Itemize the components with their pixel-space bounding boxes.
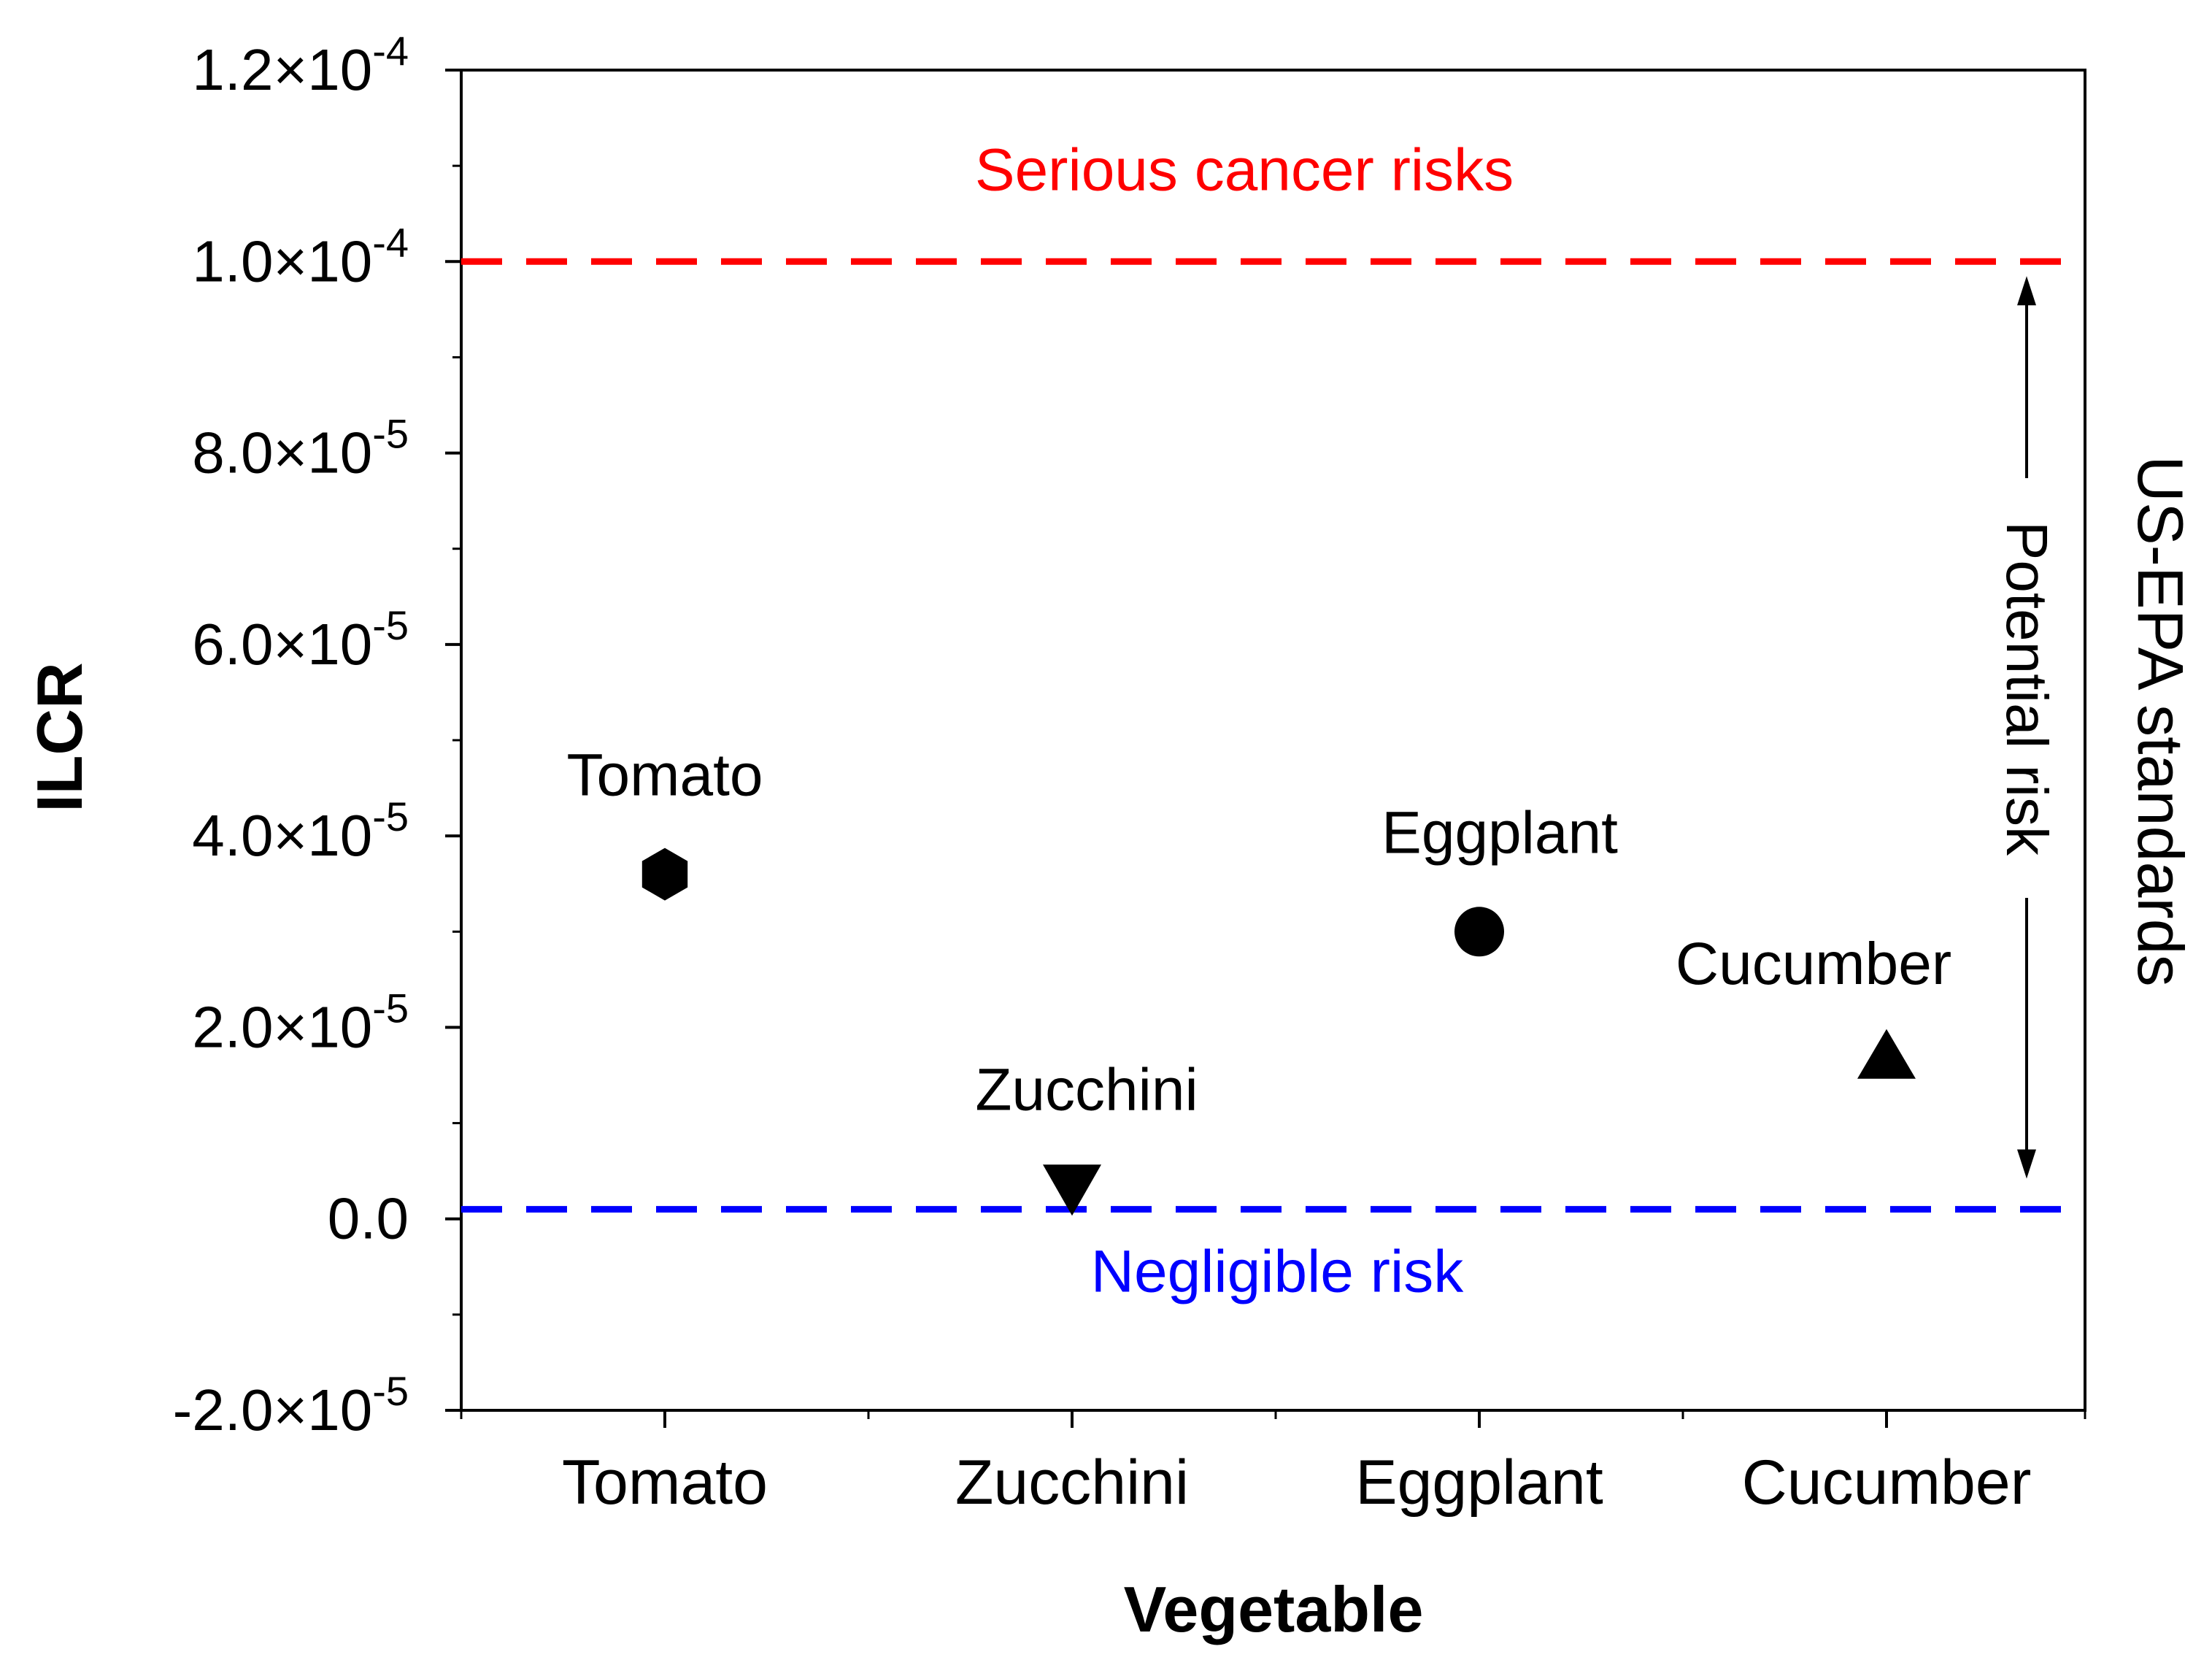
y-tick-label: 6.0×10-5: [192, 602, 409, 677]
data-label-zucchini: Zucchini: [975, 1056, 1198, 1123]
y-axis: -2.0×10-5 0.0 2.0×10-5 4.0×10-5 6.0×10-5 8.0×…: [23, 28, 461, 1442]
data-label-tomato: Tomato: [567, 742, 763, 809]
y-tick-label: 1.0×10-4: [192, 219, 409, 293]
data-label-cucumber: Cucumber: [1676, 931, 1951, 997]
point-eggplant: [1454, 907, 1504, 957]
data-points: Tomato Zucchini Eggplant Cucumber: [567, 742, 1951, 1216]
x-tick-label: Cucumber: [1742, 1448, 2032, 1518]
serious-reference-label: Serious cancer risks: [975, 137, 1514, 203]
us-epa-standards-label: US-EPA standards: [2124, 456, 2197, 986]
x-axis-title: Vegetable: [1124, 1573, 1424, 1645]
y-tick-label: -2.0×10-5: [173, 1368, 409, 1442]
risk-arrow-up-head: [2017, 276, 2036, 306]
x-axis: Tomato Zucchini Eggplant Cucumber Vegetable: [460, 1410, 2086, 1645]
data-label-eggplant: Eggplant: [1381, 799, 1618, 866]
point-zucchini: [1043, 1164, 1101, 1216]
x-tick-label: Zucchini: [955, 1448, 1189, 1518]
reference-lines: Serious cancer risks Negligible risk: [461, 137, 2085, 1305]
point-tomato: [641, 848, 688, 901]
risk-arrow-down-head: [2017, 1149, 2036, 1179]
y-tick-label: 2.0×10-5: [192, 985, 409, 1059]
y-tick-label: 1.2×10-4: [192, 28, 409, 102]
y-tick-label: 8.0×10-5: [192, 411, 409, 485]
x-tick-label: Tomato: [562, 1448, 768, 1518]
negligible-reference-label: Negligible risk: [1091, 1239, 1464, 1305]
point-cucumber: [1857, 1029, 1916, 1079]
x-tick-label: Eggplant: [1355, 1448, 1603, 1518]
annotations: Potential risk US-EPA standards: [1995, 276, 2197, 1179]
potential-risk-label: Potential risk: [1995, 521, 2059, 856]
y-tick-label: 4.0×10-5: [192, 793, 409, 868]
y-tick-label: 0.0: [328, 1186, 409, 1251]
y-axis-title: ILCR: [23, 662, 96, 812]
